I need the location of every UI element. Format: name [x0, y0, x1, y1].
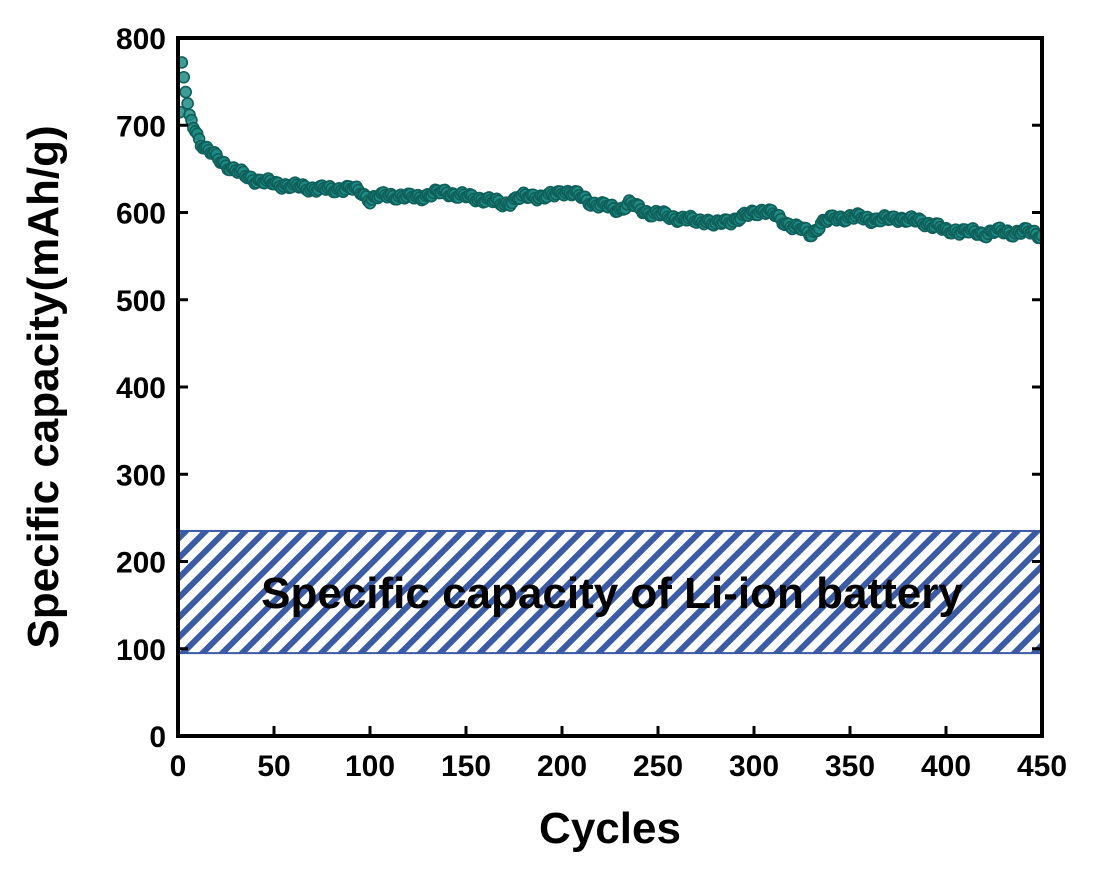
x-tick-label: 300	[729, 750, 779, 783]
x-tick-label: 450	[1017, 750, 1067, 783]
data-points	[178, 56, 1042, 245]
annotation-label: Specific capacity of Li-ion battery	[261, 569, 963, 618]
y-tick-label: 100	[116, 634, 166, 667]
data-point	[178, 56, 189, 69]
x-tick-label: 150	[441, 750, 491, 783]
x-tick-label: 50	[257, 750, 290, 783]
axis-ticks: 0 50 100 150 200 250 300 350 400 450 0 100 200 300 400…	[116, 23, 1067, 783]
data-point	[181, 97, 194, 110]
x-tick-label: 250	[633, 750, 683, 783]
x-tick-label: 350	[825, 750, 875, 783]
data-point	[179, 85, 192, 99]
y-tick-label: 600	[116, 198, 166, 231]
plot-frame	[176, 36, 1044, 738]
annotation-band	[177, 529, 1043, 655]
x-tick-label: 200	[537, 750, 587, 783]
x-axis-label: Cycles	[539, 804, 681, 853]
x-tick-label: 0	[170, 750, 187, 783]
y-tick-label: 200	[116, 547, 166, 580]
x-tick-label: 400	[921, 750, 971, 783]
y-axis-label: Specific capacity(mAh/g)	[19, 125, 68, 648]
y-tick-label: 500	[116, 285, 166, 318]
y-tick-label: 800	[116, 23, 166, 56]
y-tick-label: 400	[116, 372, 166, 405]
y-tick-label: 300	[116, 459, 166, 492]
y-tick-label: 700	[116, 110, 166, 143]
x-tick-label: 100	[345, 750, 395, 783]
y-tick-label: 0	[149, 721, 166, 754]
